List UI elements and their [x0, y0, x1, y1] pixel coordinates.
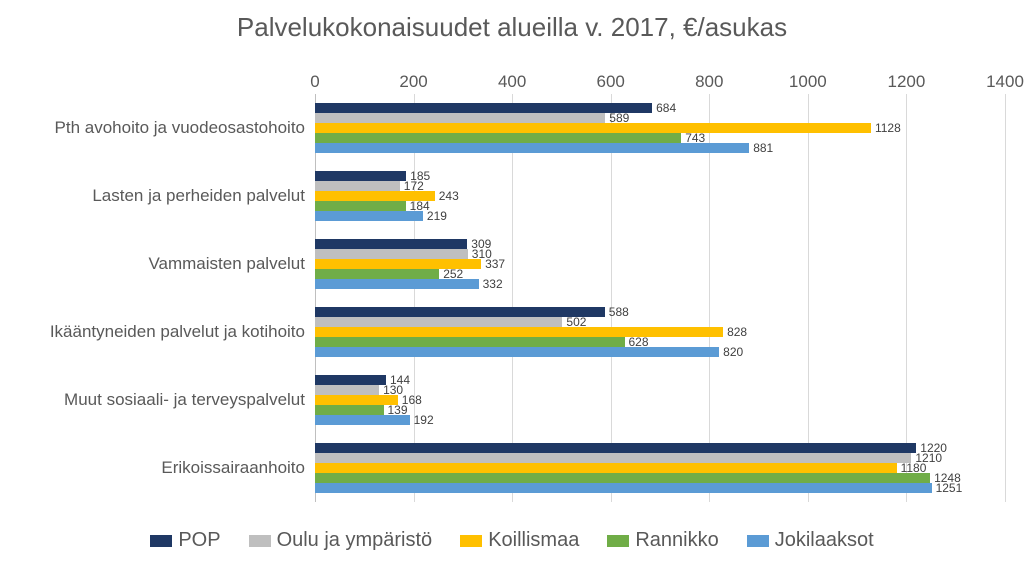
gridline: [709, 94, 710, 502]
category-label: Erikoissairaanhoito: [0, 458, 305, 478]
bar: [315, 375, 386, 385]
bar: [315, 269, 439, 279]
value-label: 243: [439, 189, 459, 203]
legend-label: Jokilaaksot: [775, 529, 874, 551]
category-label: Vammaisten palvelut: [0, 254, 305, 274]
gridline: [512, 94, 513, 502]
bar: [315, 239, 467, 249]
bar: [315, 201, 406, 211]
chart-container: Palvelukokonaisuudet alueilla v. 2017, €…: [0, 0, 1024, 566]
value-label: 684: [656, 101, 676, 115]
bar: [315, 317, 562, 327]
gridline: [906, 94, 907, 502]
value-label: 192: [414, 413, 434, 427]
bar: [315, 415, 410, 425]
bar: [315, 133, 681, 143]
bar: [315, 473, 930, 483]
bar: [315, 483, 932, 493]
legend-item: POP: [150, 529, 220, 552]
bar: [315, 211, 423, 221]
category-label: Pth avohoito ja vuodeosastohoito: [0, 118, 305, 138]
value-label: 828: [727, 325, 747, 339]
bar: [315, 395, 398, 405]
gridline: [611, 94, 612, 502]
bar: [315, 181, 400, 191]
legend-swatch: [249, 535, 271, 547]
legend-label: Oulu ja ympäristö: [277, 529, 433, 551]
value-label: 1128: [875, 121, 901, 135]
value-label: 1251: [936, 481, 963, 495]
bar: [315, 103, 652, 113]
bar: [315, 337, 625, 347]
bar: [315, 113, 605, 123]
legend-label: Rannikko: [635, 529, 718, 551]
legend: POP Oulu ja ympäristö Koillismaa Rannikko Jo…: [0, 529, 1024, 552]
gridline: [414, 94, 415, 502]
value-label: 881: [753, 141, 773, 155]
value-label: 337: [485, 257, 505, 271]
value-label: 588: [609, 305, 629, 319]
legend-swatch: [150, 535, 172, 547]
bar: [315, 405, 384, 415]
bar: [315, 347, 719, 357]
bar: [315, 307, 605, 317]
bar: [315, 123, 871, 133]
bar: [315, 171, 406, 181]
bar: [315, 279, 479, 289]
legend-swatch: [460, 535, 482, 547]
y-axis-line: [315, 94, 316, 502]
legend-swatch: [607, 535, 629, 547]
bar: [315, 385, 379, 395]
legend-item: Koillismaa: [460, 529, 579, 552]
bar: [315, 463, 897, 473]
category-label: Ikääntyneiden palvelut ja kotihoito: [0, 322, 305, 342]
value-label: 332: [483, 277, 503, 291]
category-label: Lasten ja perheiden palvelut: [0, 186, 305, 206]
value-label: 219: [427, 209, 447, 223]
bar: [315, 327, 723, 337]
value-label: 820: [723, 345, 743, 359]
bar: [315, 453, 911, 463]
legend-swatch: [747, 535, 769, 547]
category-label: Muut sosiaali- ja terveyspalvelut: [0, 390, 305, 410]
bar: [315, 249, 468, 259]
legend-item: Jokilaaksot: [747, 529, 874, 552]
bar: [315, 443, 916, 453]
bar: [315, 143, 749, 153]
legend-item: Rannikko: [607, 529, 718, 552]
chart-title: Palvelukokonaisuudet alueilla v. 2017, €…: [0, 12, 1024, 43]
gridline: [1005, 94, 1006, 502]
legend-item: Oulu ja ympäristö: [249, 529, 433, 552]
legend-label: Koillismaa: [488, 529, 579, 551]
gridline: [808, 94, 809, 502]
legend-label: POP: [178, 529, 220, 551]
